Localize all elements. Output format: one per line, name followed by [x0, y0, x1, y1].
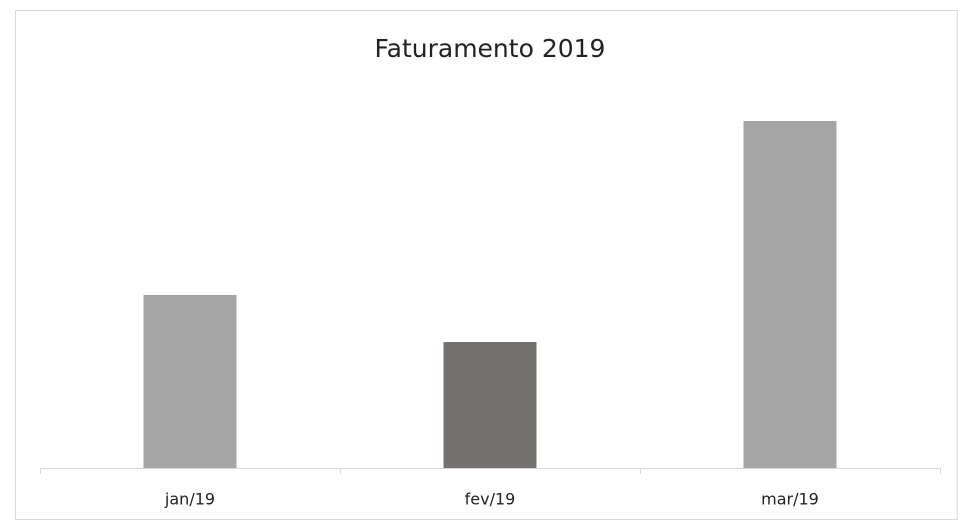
bar — [143, 295, 237, 468]
x-tick-label: jan/19 — [164, 490, 215, 509]
bar — [743, 121, 837, 468]
bar — [443, 342, 537, 468]
chart-title: Faturamento 2019 — [375, 34, 606, 63]
x-tick-label: fev/19 — [465, 490, 516, 509]
x-tick-label: mar/19 — [761, 490, 819, 509]
